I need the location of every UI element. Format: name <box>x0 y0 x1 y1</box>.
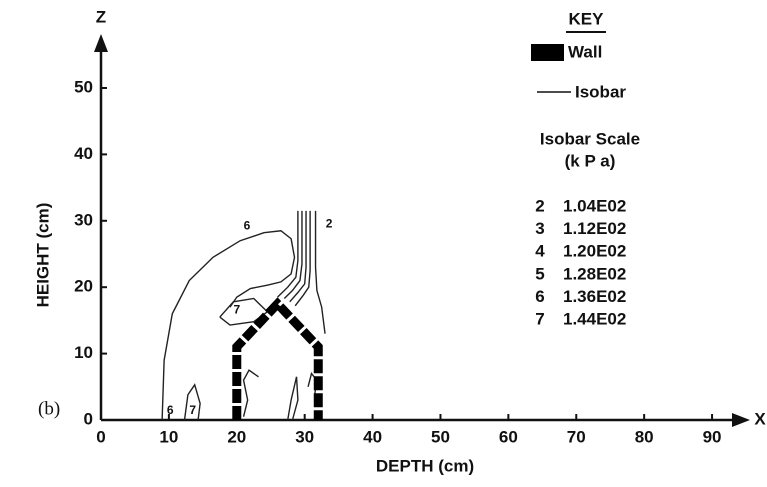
key-scale-level: 6 <box>535 287 544 306</box>
x-axis-label: DEPTH (cm) <box>376 456 474 475</box>
key-scale-level: 5 <box>535 264 544 283</box>
key-scale-value: 1.28E02 <box>563 264 626 283</box>
isobar <box>242 369 259 417</box>
isobar <box>314 210 326 334</box>
y-axis-label: HEIGHT (cm) <box>33 203 52 308</box>
key-scale-value: 1.20E02 <box>563 242 626 261</box>
key-scale-value: 1.12E02 <box>563 219 626 238</box>
wall <box>232 297 323 420</box>
key-scale-unit: (k P a) <box>565 151 616 170</box>
key-scale-level: 7 <box>535 309 544 328</box>
key-scale-title: Isobar Scale <box>540 129 640 148</box>
y-arrow-label: Z <box>96 7 106 26</box>
key-scale-value: 1.04E02 <box>563 196 626 215</box>
contour-label: 7 <box>233 303 240 317</box>
contour-label: 2 <box>326 216 333 230</box>
x-tick-label: 90 <box>703 427 722 446</box>
key: KEY Wall Isobar Isobar Scale (k P a) <box>531 9 640 170</box>
y-arrow <box>94 34 108 52</box>
key-wall-swatch <box>531 44 564 61</box>
x-arrow-label: X <box>754 409 766 428</box>
key-title: KEY <box>569 9 605 28</box>
key-scale-level: 4 <box>535 242 545 261</box>
contour-label: 7 <box>189 403 196 417</box>
y-tick-label: 50 <box>74 77 93 96</box>
x-arrow <box>732 413 750 427</box>
key-isobar: Isobar <box>575 82 626 101</box>
y-tick-label: 10 <box>74 343 93 362</box>
x-tick-label: 50 <box>431 427 450 446</box>
isobar <box>283 210 303 299</box>
x-tick-label: 80 <box>635 427 654 446</box>
contour-label: 6 <box>167 403 174 417</box>
y-tick-label: 40 <box>74 144 93 163</box>
y-tick-label: 20 <box>74 277 93 296</box>
key-scale-level: 3 <box>535 219 544 238</box>
key-scale-level: 2 <box>535 196 544 215</box>
key-scale-value: 1.36E02 <box>563 287 626 306</box>
isobar <box>294 210 311 307</box>
isobar <box>183 383 201 421</box>
key-scale-value: 1.44E02 <box>563 309 626 328</box>
isobar <box>277 210 299 298</box>
contour-label: 6 <box>244 218 251 232</box>
x-tick-label: 0 <box>96 427 105 446</box>
x-tick-label: 30 <box>295 427 314 446</box>
y-tick-label: 30 <box>74 210 93 229</box>
isobar <box>289 210 307 303</box>
x-tick-label: 70 <box>567 427 586 446</box>
panel-label: (b) <box>38 398 60 419</box>
y-tick-label: 0 <box>84 409 93 428</box>
x-tick-label: 40 <box>363 427 382 446</box>
x-tick-label: 60 <box>499 427 518 446</box>
isobar <box>161 230 296 421</box>
isobar <box>287 376 299 421</box>
key-wall: Wall <box>568 42 602 61</box>
x-tick-label: 20 <box>227 427 246 446</box>
x-tick-label: 10 <box>159 427 178 446</box>
